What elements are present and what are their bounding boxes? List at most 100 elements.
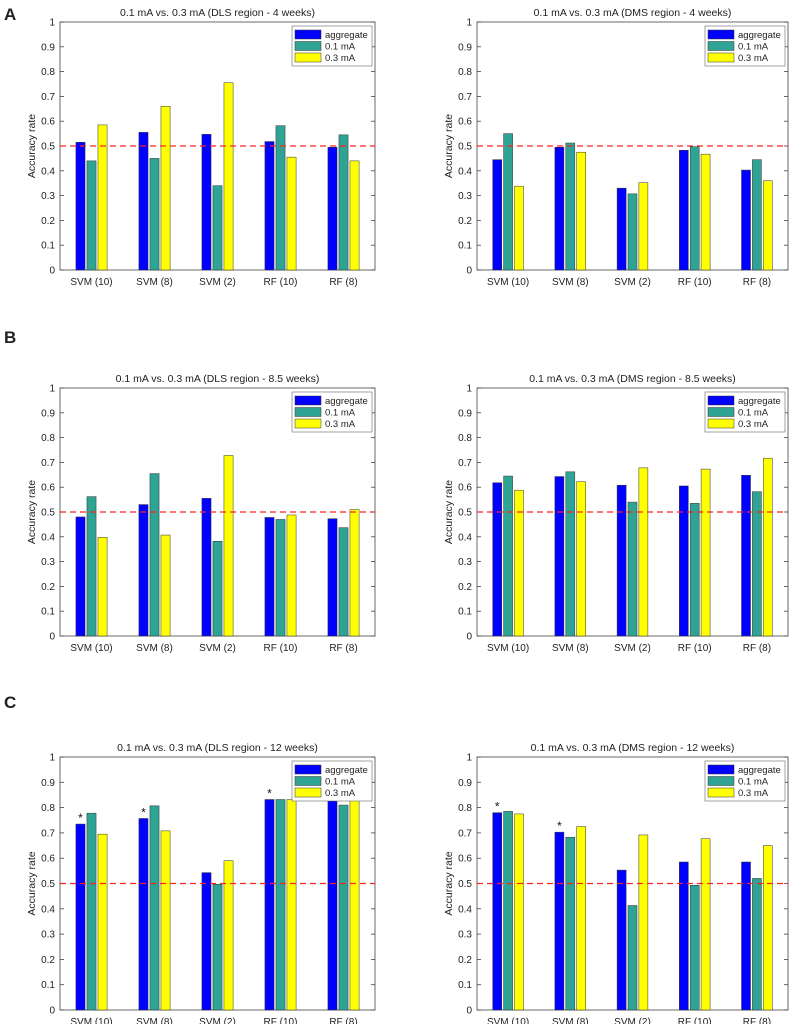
bar-0-1-ma [503,475,513,637]
x-tick-label: SVM (10) [70,643,112,654]
legend-swatch [294,787,322,798]
y-tick-label: 0.3 [458,930,472,941]
x-tick-label: RF (8) [743,1017,771,1024]
bar-0-1-ma [212,185,223,271]
y-tick-label: 0.6 [458,483,472,494]
bar-0-1-ma [503,133,513,271]
chart-title: 0.1 mA vs. 0.3 mA (DMS region - 8.5 week… [529,373,736,385]
bar-aggregate [264,799,275,1011]
bar-0-3-ma [223,860,234,1011]
x-tick-label: SVM (8) [136,643,173,654]
x-tick-label: SVM (2) [614,643,651,654]
bar-0-1-ma [86,812,97,1011]
legend-entry: 0.1 mA [738,777,769,788]
y-tick-label: 0.3 [41,930,55,941]
y-tick-label: 0.4 [41,904,55,915]
bar-aggregate [201,872,212,1011]
legend-swatch [294,395,322,406]
legend-entry: 0.3 mA [738,53,769,64]
significance-star: * [141,805,146,819]
x-tick-label: SVM (8) [136,1017,173,1024]
bar-aggregate [138,818,149,1011]
bar-0-3-ma [763,457,773,637]
legend-swatch [707,764,735,775]
legend-entry: 0.3 mA [738,419,769,430]
chart-title: 0.1 mA vs. 0.3 mA (DLS region - 4 weeks) [120,7,315,19]
bar-0-1-ma [275,125,286,271]
y-tick-label: 0.7 [458,458,472,469]
bar-0-3-ma [160,106,171,271]
legend-entry: 0.3 mA [738,788,769,799]
bar-aggregate [75,142,86,271]
x-tick-label: SVM (8) [552,643,589,654]
y-tick-label: 0.4 [41,166,55,177]
y-tick-label: 0.7 [458,828,472,839]
x-tick-label: RF (8) [743,277,771,288]
bar-aggregate [679,485,689,637]
bar-0-1-ma [149,158,160,271]
x-tick-label: RF (8) [329,277,357,288]
y-tick-label: 0.1 [41,241,55,252]
y-axis-label: Accuracy rate [26,851,38,915]
bar-0-3-ma [349,793,360,1011]
bar-0-3-ma [286,156,297,271]
y-tick-label: 0.2 [41,216,55,227]
y-tick-label: 0.1 [458,607,472,618]
y-tick-label: 0.5 [458,142,472,153]
bar-aggregate [264,517,275,637]
bar-aggregate [201,498,212,637]
bar-aggregate [679,861,689,1011]
x-tick-label: RF (8) [329,1017,357,1024]
bar-0-3-ma [763,845,773,1011]
bar-0-3-ma [638,467,649,637]
legend-entry: aggregate [738,30,781,41]
y-tick-label: 0.3 [458,191,472,202]
bar-0-3-ma [97,124,108,271]
bar-0-3-ma [349,160,360,271]
legend-swatch [707,407,735,417]
y-tick-label: 0 [466,266,472,277]
bar-0-3-ma [576,481,586,637]
y-tick-label: 0.9 [458,42,472,53]
bar-0-1-ma [752,491,762,637]
bar-0-1-ma [627,905,638,1011]
x-tick-label: RF (8) [743,643,771,654]
legend-swatch [294,418,322,429]
y-tick-label: 0.7 [458,92,472,103]
y-tick-label: 1 [49,18,55,29]
bar-0-1-ma [338,527,349,637]
x-tick-label: SVM (2) [199,1017,236,1024]
y-tick-label: 0.8 [458,67,472,78]
y-tick-label: 1 [49,753,55,764]
chart-6: 0 0.1 0.2 0.3 0.4 0.5 0.6 0.7 0.8 0.9 1 0.1 mA vs. … [443,742,789,1024]
chart-title: 0.1 mA vs. 0.3 mA (DLS region - 8.5 week… [116,373,320,385]
bar-aggregate [554,831,565,1011]
y-axis-label: Accuracy rate [443,114,455,178]
chart-4: 0 0.1 0.2 0.3 0.4 0.5 0.6 0.7 0.8 0.9 1 0.1 mA vs. … [443,373,789,654]
legend-entry: 0.1 mA [738,408,769,419]
bar-0-3-ma [349,509,360,637]
bar-0-1-ma [338,804,349,1011]
x-tick-label: RF (10) [264,277,298,288]
bar-aggregate [138,504,149,637]
legend-swatch [707,787,735,798]
y-tick-label: 1 [466,753,472,764]
legend-swatch [707,418,735,429]
legend-entry: aggregate [325,30,368,41]
bar-aggregate [492,812,502,1011]
y-tick-label: 0.9 [458,408,472,419]
y-tick-label: 0.8 [458,433,472,444]
bar-0-1-ma [689,503,700,637]
legend-entry: 0.1 mA [325,42,356,53]
legend-entry: 0.3 mA [325,419,356,430]
y-tick-label: 0.9 [41,778,55,789]
bar-aggregate [741,861,751,1011]
legend-swatch [294,764,322,775]
x-tick-label: SVM (8) [552,277,589,288]
x-tick-label: SVM (2) [614,1017,651,1024]
legend-swatch [707,776,735,786]
bar-0-3-ma [286,514,297,637]
